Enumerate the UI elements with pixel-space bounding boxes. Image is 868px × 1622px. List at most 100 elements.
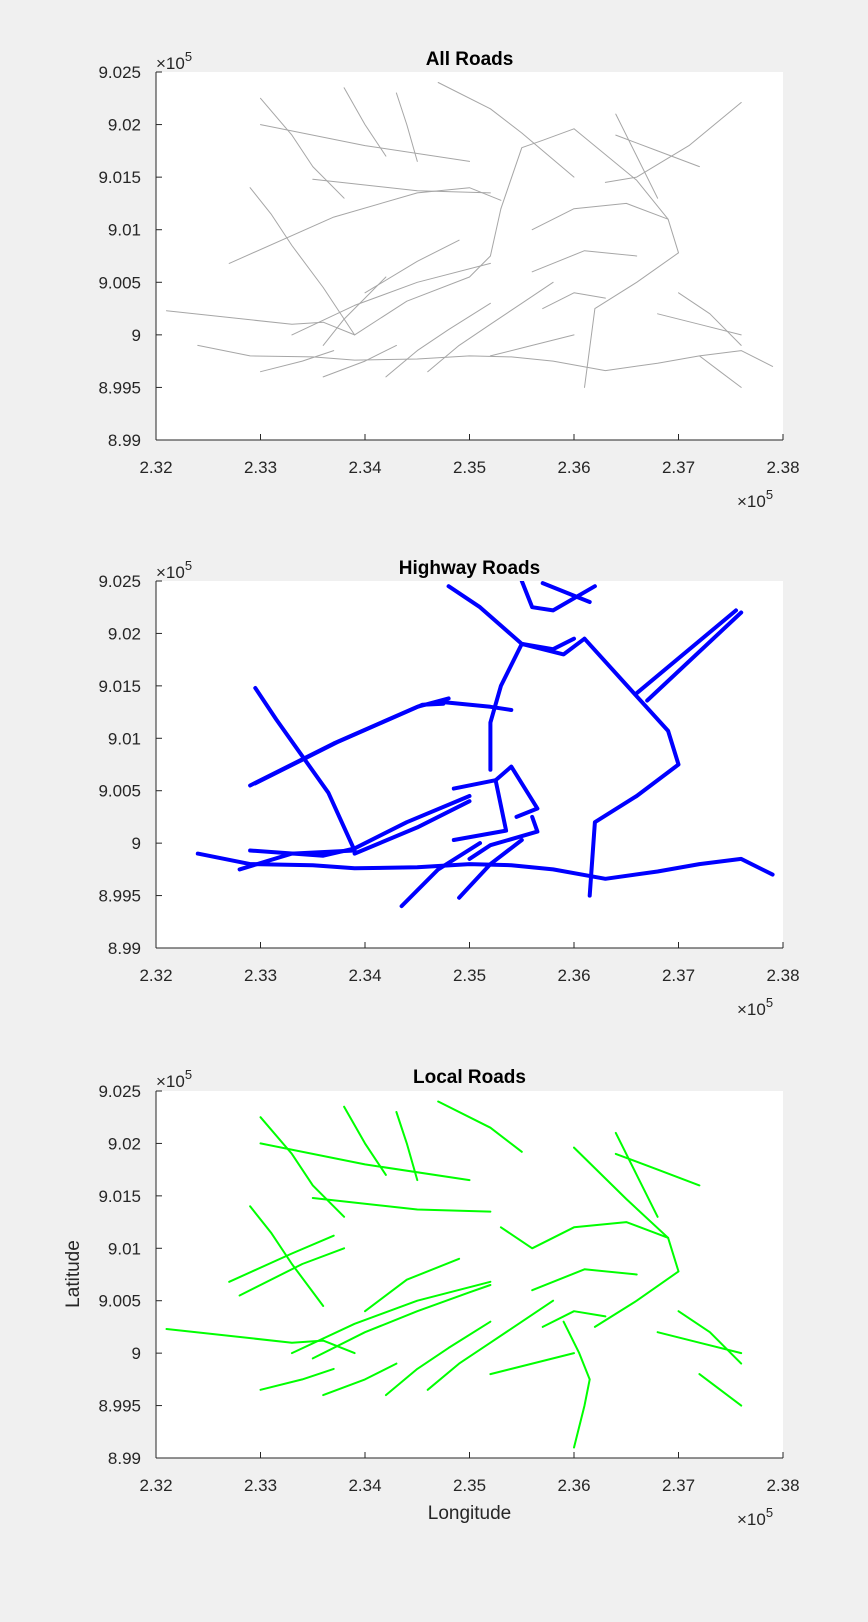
road-line-local-roads-0	[165, 1328, 356, 1355]
y-tick-label: 8.99	[108, 431, 141, 450]
road-line-highway-roads-13	[519, 581, 597, 613]
road-line-local-roads-22	[322, 1362, 398, 1397]
road-line-local-roads-7	[259, 1116, 346, 1218]
x-multiplier-base: ×10	[737, 1000, 766, 1019]
road-line-all-roads-21	[542, 292, 606, 310]
y-tick-label: 8.99	[108, 939, 141, 958]
y-tick-label: 9.01	[108, 1239, 141, 1258]
road-line-highway-roads-3	[352, 799, 472, 856]
x-tick-label: 2.35	[453, 1476, 486, 1495]
x-multiplier-all-roads: ×105	[737, 487, 773, 511]
y-multiplier-exponent: 5	[185, 49, 192, 64]
road-line-all-roads-20	[531, 250, 638, 273]
road-line-local-roads-9	[395, 1111, 419, 1182]
axes-all-roads: 2.32 2.33 2.34 2.35 2.36 2.37 2.38 8.99 8.995 9 9.…	[98, 63, 799, 477]
panel-highway-roads: 2.32 2.33 2.34 2.35 2.36 2.37 2.38 8.99 8.995 9 9.…	[98, 558, 799, 1019]
chart-title-local-roads: Local Roads	[413, 1067, 526, 1088]
axes-local-roads: 2.32 2.33 2.34 2.35 2.36 2.37 2.38 8.99 8.995 9 9.…	[98, 1082, 799, 1495]
y-tick-label: 9	[132, 834, 141, 853]
y-tick-label: 9.015	[98, 677, 141, 696]
chart-title-highway-roads: Highway Roads	[399, 558, 540, 579]
x-multiplier-exponent: 5	[766, 995, 773, 1010]
road-line-all-roads-15	[260, 124, 470, 162]
road-line-all-roads-3	[354, 208, 502, 336]
y-tick-label: 9.025	[98, 63, 141, 82]
road-line-highway-roads-9	[446, 584, 576, 652]
road-line-all-roads-22	[615, 134, 700, 168]
road-line-all-roads-26	[698, 355, 742, 388]
x-tick-label: 2.36	[557, 458, 590, 477]
road-line-local-roads-8	[343, 1105, 387, 1176]
road-line-all-roads-4	[500, 128, 575, 210]
road-line-all-roads-5	[573, 128, 679, 388]
road-line-highway-roads-19	[457, 838, 524, 900]
axes-highway-roads: 2.32 2.33 2.34 2.35 2.36 2.37 2.38 8.99 8.995 9 9.…	[98, 572, 799, 985]
road-line-local-roads-19	[677, 1310, 743, 1365]
road-line-local-roads-27	[562, 1320, 591, 1449]
road-line-all-roads-28	[322, 344, 397, 378]
chart-title-all-roads: All Roads	[426, 49, 514, 70]
plot-area-all-roads	[156, 72, 783, 440]
road-line-local-roads-26	[364, 1257, 461, 1313]
road-line-all-roads-12	[364, 239, 460, 294]
panel-local-roads: 2.32 2.33 2.34 2.35 2.36 2.37 2.38 8.99 8.995 9 9.…	[63, 1067, 800, 1529]
road-line-all-roads-6	[228, 187, 502, 264]
road-line-all-roads-9	[604, 102, 742, 183]
y-tick-label: 9.005	[98, 782, 141, 801]
road-line-all-roads-19	[531, 202, 669, 231]
y-multiplier-base: ×10	[156, 54, 185, 73]
x-tick-label: 2.37	[662, 458, 695, 477]
panel-all-roads: 2.32 2.33 2.34 2.35 2.36 2.37 2.38 8.99 8.995 9 9.…	[98, 49, 799, 511]
road-line-local-roads-11	[437, 1100, 523, 1153]
road-line-highway-roads-8	[488, 636, 587, 772]
y-tick-label: 9.015	[98, 168, 141, 187]
road-line-all-roads-0	[166, 310, 356, 336]
x-multiplier-base: ×10	[737, 492, 766, 511]
x-tick-label: 2.32	[139, 966, 172, 985]
x-tick-label: 2.34	[348, 1476, 381, 1495]
road-line-all-roads-17	[343, 87, 387, 157]
road-line-all-roads-23	[615, 113, 659, 199]
y-multiplier-all-roads: ×105	[156, 49, 192, 73]
road-line-local-roads-5	[249, 1205, 325, 1307]
y-tick-label: 9.01	[108, 729, 141, 748]
road-line-local-roads-6	[259, 1142, 471, 1182]
plot-area-local-roads	[156, 1091, 783, 1458]
road-line-all-roads-25	[678, 292, 742, 346]
x-multiplier-base: ×10	[737, 1510, 766, 1529]
x-tick-label: 2.33	[244, 966, 277, 985]
y-multiplier-base: ×10	[156, 1072, 185, 1091]
road-line-all-roads-7	[312, 178, 491, 194]
road-line-local-roads-10	[311, 1197, 492, 1213]
road-line-local-roads-25	[426, 1299, 555, 1391]
road-line-highway-roads-10	[582, 636, 681, 898]
x-tick-label: 2.34	[348, 966, 381, 985]
y-tick-label: 9.02	[108, 1134, 141, 1153]
road-line-local-roads-13	[531, 1268, 638, 1292]
x-tick-label: 2.35	[453, 966, 486, 985]
road-line-local-roads-17	[573, 1146, 680, 1328]
y-tick-label: 9.015	[98, 1187, 141, 1206]
road-line-all-roads-8	[437, 82, 575, 178]
road-line-highway-roads-17	[467, 814, 540, 861]
series-group-highway-roads	[195, 581, 775, 909]
x-tick-label: 2.37	[662, 1476, 695, 1495]
x-multiplier-highway-roads: ×105	[737, 995, 773, 1019]
road-line-all-roads-29	[260, 350, 335, 373]
road-line-highway-roads-12	[645, 610, 744, 703]
x-tick-label: 2.33	[244, 1476, 277, 1495]
road-line-all-roads-14	[427, 281, 554, 373]
road-line-highway-roads-6	[253, 701, 446, 786]
road-line-local-roads-23	[259, 1367, 335, 1391]
x-tick-label: 2.37	[662, 966, 695, 985]
road-line-highway-roads-7	[436, 699, 514, 712]
y-tick-label: 9.005	[98, 273, 141, 292]
y-multiplier-highway-roads: ×105	[156, 558, 192, 582]
y-tick-label: 9	[132, 326, 141, 345]
y-tick-label: 9.02	[108, 624, 141, 643]
road-line-all-roads-2	[291, 262, 491, 336]
road-line-highway-roads-16	[493, 764, 540, 819]
x-multiplier-local-roads: ×105	[737, 1505, 773, 1529]
road-line-highway-roads-18	[399, 841, 482, 909]
